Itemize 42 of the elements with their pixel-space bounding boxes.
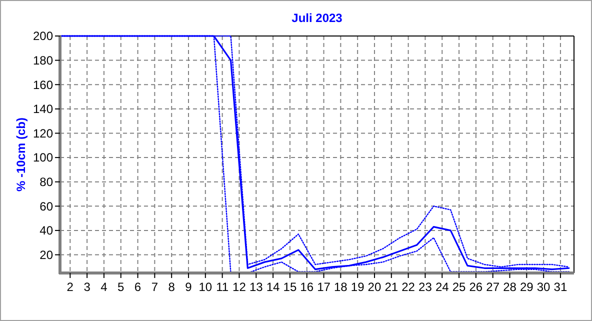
x-tick-label: 2 [66, 280, 74, 294]
x-tick-label: 20 [368, 280, 382, 294]
x-tick-label: 5 [118, 280, 125, 294]
x-tick-label: 27 [486, 280, 500, 294]
y-tick-label: 180 [32, 54, 54, 68]
x-tick-label: 24 [435, 280, 450, 294]
x-tick-label: 10 [198, 280, 212, 294]
y-tick-label: 20 [40, 248, 54, 262]
chart-title: Juli 2023 [292, 11, 343, 25]
x-tick-label: 7 [151, 280, 158, 294]
x-tick-label: 16 [300, 280, 314, 294]
x-tick-label: 28 [503, 280, 517, 294]
y-tick-label: 40 [40, 224, 54, 238]
x-tick-label: 26 [469, 280, 483, 294]
y-axis-title: % -10cm (cb) [14, 117, 28, 192]
x-tick-label: 29 [520, 280, 534, 294]
x-tick-label: 31 [554, 280, 568, 294]
x-tick-label: 18 [334, 280, 348, 294]
x-tick-label: 14 [266, 280, 280, 294]
y-tick-label: 60 [40, 199, 54, 214]
x-tick-label: 22 [402, 280, 416, 294]
x-tick-label: 30 [536, 280, 551, 294]
x-tick-label: 13 [249, 280, 264, 294]
x-tick-label: 25 [452, 280, 466, 294]
y-tick-label: 160 [32, 78, 54, 92]
x-tick-label: 3 [84, 280, 91, 294]
y-tick-label: 120 [32, 126, 54, 140]
y-tick-label: 100 [32, 150, 54, 165]
y-tick-label: 200 [32, 29, 54, 44]
y-tick-label: 80 [40, 175, 54, 190]
x-tick-label: 12 [232, 280, 246, 294]
x-tick-label: 23 [418, 280, 432, 294]
x-tick-label: 11 [216, 280, 229, 294]
x-tick-label: 17 [317, 280, 331, 294]
y-tick-label: 140 [32, 102, 54, 116]
x-tick-label: 19 [350, 280, 365, 294]
x-tick-label: 15 [283, 280, 297, 294]
x-tick-label: 8 [168, 280, 176, 294]
x-tick-label: 21 [384, 280, 398, 294]
x-tick-label: 4 [100, 280, 108, 294]
x-tick-label: 9 [185, 280, 192, 294]
x-tick-label: 6 [134, 280, 142, 294]
